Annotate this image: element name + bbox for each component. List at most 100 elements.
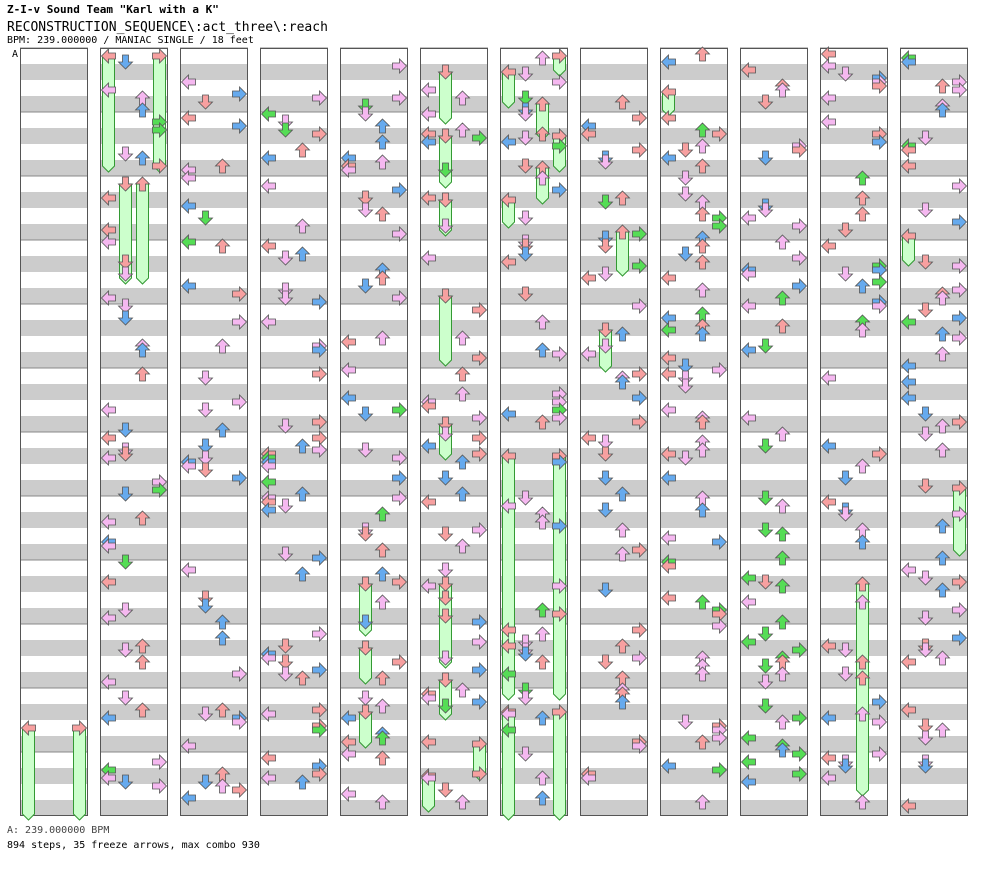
freeze-arrow bbox=[153, 55, 166, 173]
step-arrow bbox=[952, 310, 968, 326]
step-arrow bbox=[917, 406, 934, 422]
beat-stripe bbox=[100, 448, 168, 464]
step-arrow bbox=[214, 778, 231, 794]
beat-stripe bbox=[900, 640, 968, 656]
step-arrow bbox=[632, 142, 648, 158]
beat-stripe bbox=[340, 224, 408, 240]
beat-stripe bbox=[100, 96, 168, 112]
column-border bbox=[100, 48, 168, 816]
step-arrow bbox=[152, 482, 168, 498]
beat-stripe bbox=[20, 128, 88, 144]
beat-stripe bbox=[260, 512, 328, 528]
beat-stripe bbox=[100, 384, 168, 400]
step-arrow bbox=[632, 622, 648, 638]
step-arrow bbox=[294, 142, 311, 158]
step-arrow bbox=[917, 254, 934, 270]
step-arrow bbox=[312, 342, 328, 358]
beat-stripe bbox=[180, 576, 248, 592]
step-arrow bbox=[277, 546, 294, 562]
beat-stripe bbox=[180, 192, 248, 208]
beat-stripe bbox=[340, 736, 408, 752]
beat-stripe bbox=[180, 256, 248, 272]
beat-stripe bbox=[580, 288, 648, 304]
step-arrow bbox=[437, 526, 454, 542]
step-arrow bbox=[837, 470, 854, 486]
step-arrow bbox=[934, 650, 951, 666]
chart-column bbox=[660, 47, 728, 816]
beat-stripe bbox=[20, 768, 88, 784]
step-arrow bbox=[100, 610, 116, 626]
step-arrow bbox=[134, 702, 151, 718]
step-arrow bbox=[232, 286, 248, 302]
step-arrow bbox=[214, 238, 231, 254]
step-arrow bbox=[374, 594, 391, 610]
beat-stripe bbox=[900, 448, 968, 464]
step-arrow bbox=[552, 74, 568, 90]
step-arrow bbox=[694, 138, 711, 154]
step-arrow bbox=[420, 250, 436, 266]
beat-stripe bbox=[500, 384, 568, 400]
step-arrow bbox=[837, 266, 854, 282]
step-arrow bbox=[294, 486, 311, 502]
step-arrow bbox=[100, 538, 116, 554]
step-arrow bbox=[740, 634, 756, 650]
step-arrow bbox=[117, 554, 134, 570]
step-arrow bbox=[917, 758, 934, 774]
step-arrow bbox=[660, 402, 676, 418]
step-arrow bbox=[694, 502, 711, 518]
step-arrow bbox=[454, 486, 471, 502]
step-arrow bbox=[694, 666, 711, 682]
step-arrow bbox=[952, 414, 968, 430]
beat-stripe bbox=[20, 320, 88, 336]
step-arrow bbox=[952, 574, 968, 590]
step-arrow bbox=[837, 642, 854, 658]
beat-stripe bbox=[660, 128, 728, 144]
step-arrow bbox=[694, 794, 711, 810]
step-arrow bbox=[872, 694, 888, 710]
beat-stripe bbox=[900, 736, 968, 752]
step-arrow bbox=[854, 670, 871, 686]
beat-stripe bbox=[20, 640, 88, 656]
beat-stripe bbox=[20, 512, 88, 528]
beat-stripe bbox=[580, 128, 648, 144]
step-arrow bbox=[134, 510, 151, 526]
beat-stripe bbox=[20, 544, 88, 560]
beat-stripe bbox=[500, 640, 568, 656]
chart-column bbox=[420, 47, 488, 816]
step-arrow bbox=[934, 582, 951, 598]
step-arrow bbox=[100, 770, 116, 786]
step-arrow bbox=[552, 410, 568, 426]
step-arrow bbox=[197, 94, 214, 110]
step-arrow bbox=[437, 590, 454, 606]
step-arrow bbox=[260, 150, 276, 166]
step-arrow bbox=[597, 266, 614, 282]
step-arrow bbox=[900, 358, 916, 374]
beat-stripe bbox=[740, 96, 808, 112]
beat-stripe bbox=[500, 224, 568, 240]
step-arrow bbox=[117, 54, 134, 70]
step-arrow bbox=[757, 202, 774, 218]
step-arrow bbox=[854, 534, 871, 550]
beat-stripe bbox=[420, 160, 488, 176]
beat-stripe bbox=[900, 256, 968, 272]
freeze-arrow bbox=[553, 711, 566, 821]
step-arrow bbox=[517, 286, 534, 302]
beat-stripe bbox=[100, 576, 168, 592]
beat-stripe bbox=[900, 128, 968, 144]
step-arrow bbox=[517, 634, 534, 650]
step-arrow bbox=[934, 102, 951, 118]
beat-stripe bbox=[820, 704, 888, 720]
step-arrow bbox=[614, 326, 631, 342]
step-arrow bbox=[420, 578, 436, 594]
step-arrow bbox=[854, 576, 871, 592]
beat-stripe bbox=[660, 704, 728, 720]
step-arrow bbox=[632, 738, 648, 754]
step-arrow bbox=[454, 538, 471, 554]
step-arrow bbox=[740, 342, 756, 358]
step-arrow bbox=[820, 114, 836, 130]
step-arrow bbox=[597, 338, 614, 354]
beat-stripe bbox=[100, 352, 168, 368]
beat-stripe bbox=[580, 320, 648, 336]
step-arrow bbox=[392, 450, 408, 466]
step-arrow bbox=[597, 154, 614, 170]
